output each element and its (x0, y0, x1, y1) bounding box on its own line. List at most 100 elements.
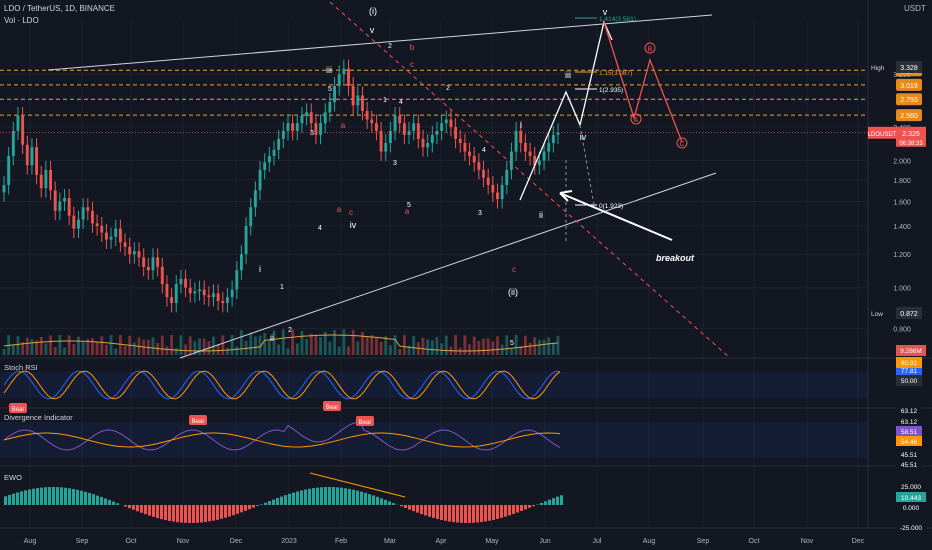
candle-body (388, 130, 392, 143)
low-value: 0.872 (900, 311, 918, 318)
divergence-ma-line (3, 432, 561, 448)
volume-bar (379, 341, 383, 355)
wave-label-abc: c (410, 60, 414, 69)
candle-body (142, 257, 146, 267)
ewo-value: -25.000 (900, 525, 922, 532)
candle-body (514, 130, 518, 152)
ewo-bar (500, 505, 503, 518)
ewo-bar (280, 496, 283, 505)
candle-body (342, 68, 346, 75)
countdown-value: 06:38:33 (899, 141, 923, 147)
stoch-rsi-value-tag (896, 365, 922, 376)
ewo-bar (240, 505, 243, 513)
ewo-bar (548, 499, 551, 505)
volume-bar (114, 348, 118, 355)
projection-level-label: 0(1.923) (599, 203, 623, 210)
ewo-bar (60, 487, 63, 505)
ewo-bar (428, 505, 431, 517)
wave-label-circled: C (679, 141, 684, 148)
volume-bar (505, 335, 509, 355)
fib-level-tag (896, 78, 922, 91)
volume-bar (556, 335, 560, 355)
ewo-bar (236, 505, 239, 514)
candle-body (198, 289, 201, 292)
candle-body (253, 190, 257, 208)
volume-bar (239, 330, 243, 355)
high-label: High (871, 65, 885, 72)
candle-body (500, 184, 504, 200)
candle-body (86, 207, 90, 211)
ewo-bar (488, 505, 491, 521)
ewo-bar (464, 505, 467, 523)
volume-bar (314, 334, 318, 355)
candle-body (132, 251, 136, 255)
volume-bar (510, 348, 513, 355)
ewo-bar (304, 489, 307, 505)
volume-bar (454, 335, 458, 355)
volume-bar (374, 337, 378, 355)
ewo-bar (64, 487, 67, 505)
ewo-bar (84, 491, 87, 505)
projection-dotted-path (565, 124, 595, 244)
volume-bar (77, 336, 80, 355)
ewo-value: 10.443 (901, 495, 921, 502)
ewo-bar (436, 505, 439, 520)
volume-bar (267, 339, 271, 355)
volume-bar (235, 346, 239, 355)
candle-body (412, 123, 416, 131)
candle-body (556, 132, 560, 135)
volume-bar (551, 342, 555, 355)
divergence-value-tag (896, 426, 922, 436)
volume-bar (277, 344, 281, 355)
candle-body (235, 270, 239, 290)
time-axis-label: Aug (24, 538, 37, 545)
wave-label-minor: ii (539, 210, 543, 220)
ewo-bar (300, 490, 303, 505)
volume-bar (365, 337, 369, 355)
candle-body (30, 147, 34, 166)
candle-body (202, 289, 206, 296)
volume-bar (295, 343, 299, 355)
ewo-value-tag (896, 522, 926, 532)
candle-body (104, 232, 108, 240)
chart-symbol-title: LDO / TetherUS, 1D, BINANCE (4, 4, 115, 13)
volume-bar (468, 344, 471, 355)
low-label: Low (871, 311, 883, 318)
ewo-bar (132, 505, 135, 510)
ewo-bar (328, 487, 331, 505)
volume-bar (281, 329, 285, 355)
ewo-bar (260, 504, 263, 505)
volume-bar (263, 333, 267, 355)
ewo-bar (448, 505, 451, 522)
projection-level-label: 1(2.935) (599, 87, 623, 94)
volume-bar (226, 347, 229, 355)
candle-body (239, 254, 243, 271)
volume-bar (305, 338, 309, 355)
candle-body (258, 169, 262, 191)
ewo-divergence-line (309, 472, 406, 498)
stoch-rsi-label: Stoch RSI (4, 363, 38, 372)
ewo-bar (264, 502, 267, 505)
candle-body (430, 134, 434, 143)
candle-body (95, 223, 99, 226)
ewo-bar (164, 505, 167, 521)
ewo-bar (332, 487, 335, 505)
price-tick-label: 1.200 (893, 252, 911, 259)
divergence-value: 63.12 (901, 408, 918, 415)
volume-bar (309, 333, 313, 355)
ewo-bar (456, 505, 459, 523)
ewo-bar (320, 487, 323, 505)
wave-label-abc: a (341, 121, 346, 130)
wave-label-major: (ii) (508, 287, 518, 297)
ewo-bar (460, 505, 463, 523)
wave-label-major: (i) (369, 6, 377, 16)
candle-body (146, 266, 150, 271)
candle-body (151, 257, 155, 271)
volume-bar (25, 337, 29, 355)
volume-bar (49, 335, 52, 355)
ewo-bar (512, 505, 515, 514)
volume-bar (286, 348, 290, 355)
ewo-bar (220, 505, 223, 519)
volume-bar (435, 337, 439, 355)
